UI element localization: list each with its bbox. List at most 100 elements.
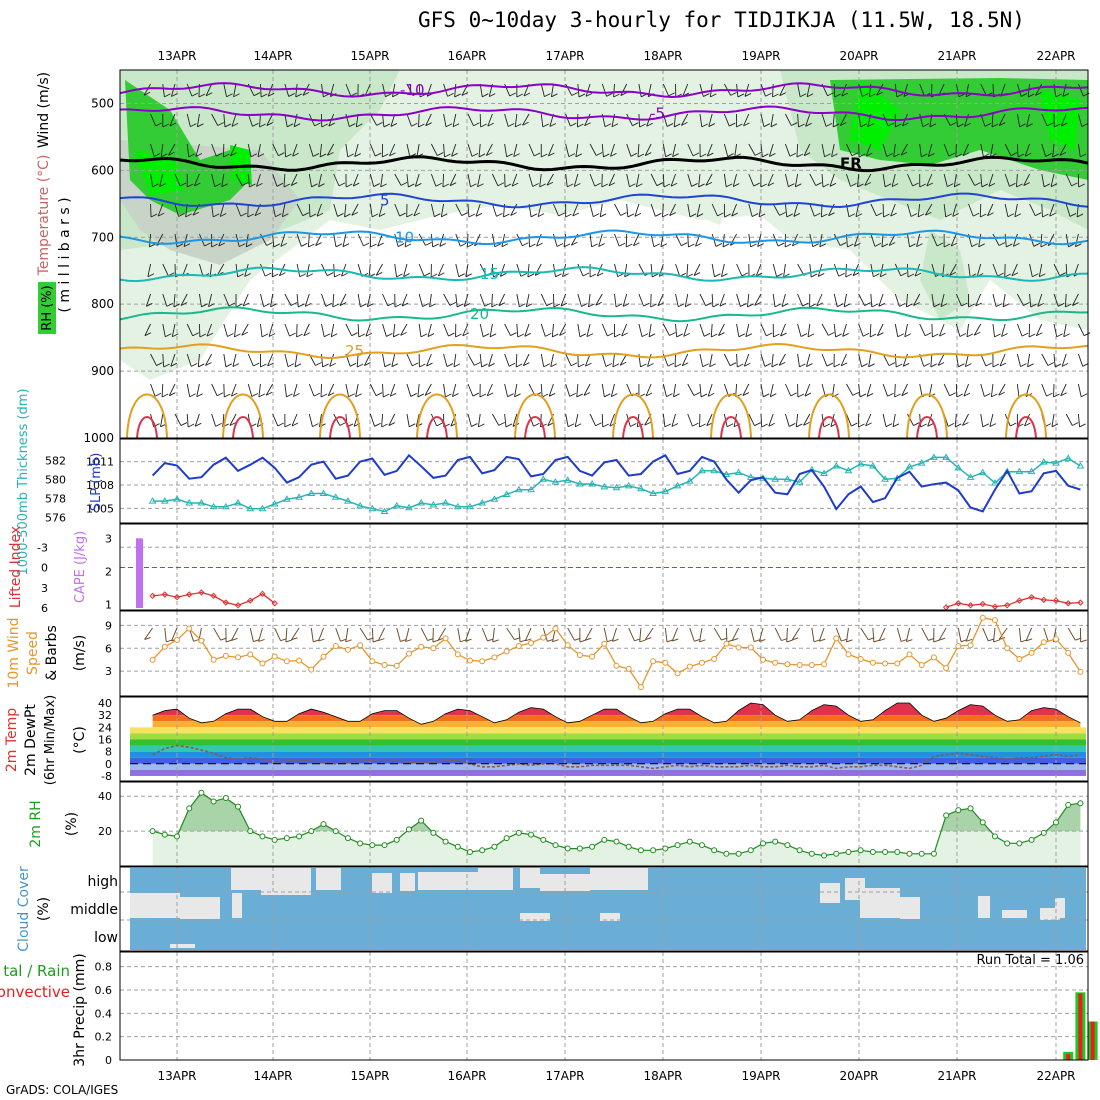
lifted-index-tick-label: 3	[41, 582, 48, 595]
wind-barb-flag	[695, 242, 702, 247]
surface-wind-barb	[231, 627, 239, 641]
wind-barb-flag	[185, 213, 192, 218]
wind-barb-flag	[705, 302, 712, 307]
wind-side-label: Wind (m/s)	[36, 72, 52, 148]
wind-barb	[265, 383, 274, 396]
wind-barb	[284, 383, 287, 397]
wind-barb-flag	[480, 123, 487, 128]
wind-barb-flag	[700, 393, 708, 398]
wind-barb	[170, 83, 176, 97]
wind-units-label: (m/s)	[72, 635, 88, 672]
wind-barb-flag	[909, 243, 916, 248]
wind-barb	[1051, 413, 1055, 427]
wind-barb	[916, 233, 921, 247]
wind-barb	[650, 203, 656, 217]
surface-wind-barb-flag	[938, 637, 946, 641]
wind-barb-flag	[143, 91, 151, 96]
wind-barb	[907, 233, 910, 247]
wind-barb-flag	[1059, 272, 1066, 277]
wind-barb-flag	[391, 363, 399, 368]
wind-barb	[180, 293, 188, 306]
wind-barb-flag	[584, 122, 591, 127]
wind-barb-flag	[804, 392, 812, 397]
wind-axis-label-1: 10m Wind	[6, 617, 22, 688]
wind-barb	[344, 203, 347, 217]
wind-barb-flag	[890, 212, 897, 217]
wind-barb-flag	[328, 392, 335, 397]
wind-barb-flag	[763, 123, 771, 128]
wind-barb	[308, 143, 314, 157]
wind-barb	[443, 293, 451, 306]
wind-barb-flag	[508, 123, 515, 127]
isotherm	[119, 306, 1089, 323]
wind-barb-flag	[585, 362, 592, 367]
wind-barb-flag	[452, 393, 459, 397]
wind-barb	[345, 143, 349, 157]
wind-barb	[621, 323, 628, 337]
wind-barb	[369, 143, 376, 157]
wind-barb-flag	[601, 183, 609, 188]
wind-barb	[992, 233, 1000, 246]
wind-barb	[442, 173, 445, 188]
wind-barb-flag	[717, 212, 724, 217]
wind-barb-flag	[652, 273, 659, 278]
wind-barb	[647, 353, 652, 367]
wind-barb-flag	[754, 422, 761, 427]
wind-barb	[504, 413, 507, 427]
wind-barb	[516, 293, 520, 307]
wind-barb-flag	[441, 213, 448, 218]
wind-barb-flag	[940, 303, 948, 308]
wind-barb	[952, 203, 957, 217]
wind-barb	[780, 323, 786, 337]
wind-barb-flag	[260, 363, 267, 368]
wind-barb-flag	[1075, 243, 1082, 248]
wind-barb	[671, 413, 676, 427]
wind-barb	[345, 383, 350, 397]
frame-layer	[119, 69, 1089, 1061]
wind-barb-flag	[247, 213, 254, 218]
lifted-index-point	[942, 604, 950, 611]
precip-convective-bar	[1078, 993, 1083, 1060]
wind-barb-flag	[1053, 393, 1060, 398]
wind-barb-flag	[180, 422, 188, 426]
wind-barb-flag	[913, 422, 920, 426]
wind-barb-flag	[1007, 213, 1015, 218]
wind-barb-flag	[1063, 333, 1070, 338]
thickness-point	[661, 487, 670, 495]
surface-wind-barb	[791, 627, 801, 641]
wind-barb-flag	[984, 122, 992, 127]
wind-barb-flag	[462, 332, 469, 337]
thickness-line	[152, 456, 1081, 513]
boundary-layer-isotherm	[906, 393, 948, 439]
surface-wind-barb	[584, 627, 593, 641]
wind-barb	[369, 203, 373, 217]
wind-speed-point	[418, 643, 425, 650]
boundary-layer-isotherm	[710, 393, 752, 439]
wind-barb-flag	[292, 152, 299, 157]
wind-barb	[357, 323, 360, 338]
thickness-point	[344, 497, 352, 504]
cloud-cover-block	[180, 897, 220, 919]
wind-barb	[745, 323, 750, 337]
wind-barb	[351, 203, 359, 216]
wind-barb	[601, 143, 604, 157]
wind-barb-flag	[620, 212, 627, 216]
wind-barb-flag	[354, 153, 361, 157]
wind-barb-flag	[451, 152, 458, 157]
wind-barb	[553, 203, 559, 217]
surface-wind-barb-flag	[378, 638, 385, 642]
wind-barb-flag	[722, 243, 730, 248]
wind-barb-flag	[1069, 213, 1077, 217]
wind-barb	[758, 203, 762, 217]
wind-barb	[731, 203, 738, 217]
thickness-point	[832, 461, 841, 469]
wind-barb	[1041, 383, 1047, 397]
wind-barb-flag	[1058, 302, 1065, 307]
cloud-cover-block	[316, 868, 341, 890]
wind-barb-flag	[757, 243, 764, 247]
thickness-point	[930, 453, 938, 460]
wind-barb	[418, 293, 423, 307]
wind-barb-flag	[962, 422, 969, 426]
wind-barb-flag	[956, 393, 963, 398]
wind-barb	[1077, 383, 1082, 397]
